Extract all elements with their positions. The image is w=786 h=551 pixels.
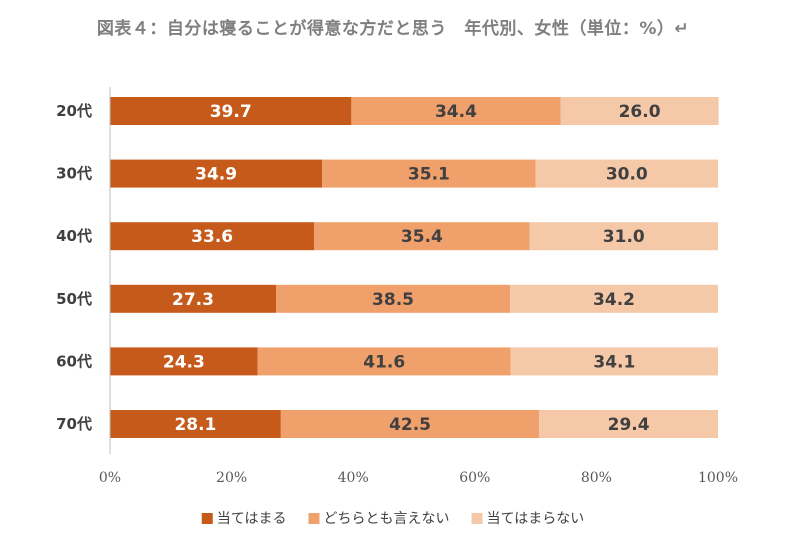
data-label: 34.2 xyxy=(593,290,635,310)
bar-segment xyxy=(351,97,561,125)
bar-segment xyxy=(110,222,315,251)
bar-segment xyxy=(275,284,511,313)
data-label: 34.1 xyxy=(593,352,635,372)
data-label: 39.7 xyxy=(210,102,252,122)
bar-segment xyxy=(110,159,323,188)
bar-segment xyxy=(535,159,718,188)
bar-segment xyxy=(280,410,540,438)
data-label: 29.4 xyxy=(608,415,650,435)
bar-segment xyxy=(539,410,718,438)
x-tick-label: 0% xyxy=(99,470,121,486)
bar-segment xyxy=(110,97,352,125)
x-tick-label: 80% xyxy=(581,470,612,486)
data-label: 35.4 xyxy=(401,227,443,247)
category-labels: 20代 30代 40代 50代 60代 70代 xyxy=(56,102,92,433)
data-label: 27.3 xyxy=(172,290,214,310)
legend-item: 当てはまらない xyxy=(471,511,585,527)
legend-label: 当てはまる xyxy=(217,511,287,527)
bar-segment xyxy=(314,222,530,251)
x-tick-label: 60% xyxy=(459,470,490,486)
legend-label: どちらとも言えない xyxy=(324,511,450,527)
bar-segment xyxy=(110,410,281,438)
bar-segment xyxy=(510,284,718,313)
data-label: 38.5 xyxy=(372,290,414,310)
bar-segment xyxy=(110,284,276,313)
data-label: 34.9 xyxy=(195,165,237,185)
data-label: 30.0 xyxy=(606,165,648,185)
data-label: 42.5 xyxy=(389,415,431,435)
legend-item: 当てはまる xyxy=(201,511,287,527)
data-label: 33.6 xyxy=(191,227,233,247)
chart-title: 図表４：自分は寝ることが得意な方だと思う 年代別、女性（単位：%）↵ xyxy=(96,19,690,39)
legend-item: どちらとも言えない xyxy=(308,511,450,527)
category-label: 20代 xyxy=(56,102,92,120)
data-label: 28.1 xyxy=(174,415,216,435)
legend-swatch xyxy=(308,513,320,524)
data-label: 31.0 xyxy=(603,227,645,247)
category-label: 70代 xyxy=(56,415,92,433)
x-tick-label: 20% xyxy=(216,470,247,486)
bars-group: 39.7 34.4 26.0 34.9 35.1 30.0 33.6 35.4 31.0 27.3… xyxy=(110,97,719,438)
legend-swatch xyxy=(201,513,213,524)
data-label: 35.1 xyxy=(408,165,450,185)
bar-segment xyxy=(110,347,258,376)
bar-segment xyxy=(257,347,511,376)
data-label: 41.6 xyxy=(363,352,405,372)
category-label: 40代 xyxy=(56,227,92,245)
category-label: 60代 xyxy=(56,352,92,370)
data-label: 26.0 xyxy=(619,102,661,122)
category-label: 30代 xyxy=(56,165,92,183)
data-label: 34.4 xyxy=(435,102,477,122)
bar-segment xyxy=(510,347,718,376)
bar-segment xyxy=(322,159,536,188)
data-label: 24.3 xyxy=(163,352,205,372)
category-label: 50代 xyxy=(56,290,92,308)
bar-segment xyxy=(529,222,718,251)
legend-swatch xyxy=(471,513,483,524)
legend-label: 当てはまらない xyxy=(487,511,585,527)
x-axis-ticks: 0% 20% 40% 60% 80% 100% xyxy=(99,87,738,486)
legend: 当てはまる どちらとも言えない 当てはまらない xyxy=(201,511,585,527)
x-tick-label: 100% xyxy=(698,470,738,486)
bar-segment xyxy=(560,97,719,125)
x-tick-label: 40% xyxy=(338,470,369,486)
